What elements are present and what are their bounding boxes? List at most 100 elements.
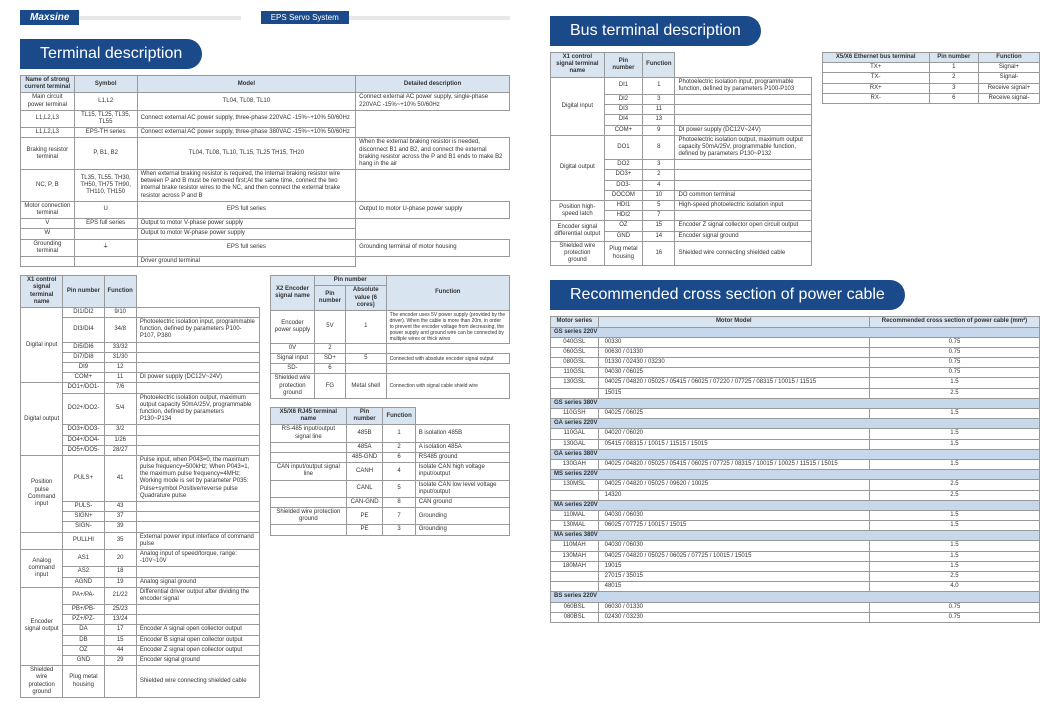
cell: High-speed photoelectric isolation input <box>675 201 811 211</box>
cell: Isolate CAN low level voltage input/outp… <box>415 480 509 497</box>
cell: Output to motor V-phase power supply <box>137 219 356 229</box>
cell: 1 <box>345 310 386 343</box>
cell: 130GAL <box>551 439 599 449</box>
cell: Connected with absolute encoder signal o… <box>386 354 509 364</box>
cell: HDI1 <box>604 201 642 211</box>
group-cell: Analog command input <box>21 549 63 587</box>
cell: 25/23 <box>104 605 136 615</box>
cell: 485A <box>346 442 383 452</box>
cell: 2 <box>929 73 978 83</box>
cell: 110MAL <box>551 510 599 520</box>
group-header: GA series 380V <box>551 449 1040 459</box>
cell: 33/32 <box>104 342 136 352</box>
cell: DI4 <box>604 115 642 125</box>
cell <box>271 452 347 462</box>
cell: DA <box>63 625 104 635</box>
group-cell: Shielded wire protection ground <box>551 241 605 266</box>
cell: PB+/PB- <box>63 605 104 615</box>
cell: 37 <box>104 512 136 522</box>
cell <box>551 582 599 592</box>
cell: Pulse input, when P043=0, the maximum pu… <box>136 455 259 501</box>
cell: DO3+/DO3- <box>63 425 104 435</box>
cell: 21/22 <box>104 587 136 604</box>
cell <box>271 497 347 507</box>
cell: OZ <box>63 645 104 655</box>
cell: 00630 / 01330 <box>598 347 869 357</box>
group-header: GA series 220V <box>551 419 1040 429</box>
cell: 7 <box>383 508 415 525</box>
group-header: GS series 220V <box>551 327 1040 337</box>
cell <box>136 605 259 615</box>
cell: Signal+ <box>978 63 1039 73</box>
cell: 06025 / 07725 / 10015 / 15015 <box>598 521 869 531</box>
cell: 0.75 <box>869 337 1039 347</box>
cell: 13 <box>643 115 675 125</box>
cell: 3 <box>643 160 675 170</box>
cell: Photoelectric isolation input, programma… <box>136 318 259 343</box>
cell: DI power supply (DC12V~24V) <box>675 125 811 135</box>
cell: Isolate CAN high voltage input/output <box>415 463 509 480</box>
cell: 28/27 <box>104 445 136 455</box>
cell: 31/30 <box>104 352 136 362</box>
group-cell: Digital input <box>21 307 63 383</box>
cell: OZ <box>604 221 642 231</box>
cell: 2.5 <box>869 572 1039 582</box>
strip <box>79 16 240 20</box>
cell: CAN input/output signal line <box>271 463 347 480</box>
cell: TX+ <box>822 63 929 73</box>
cell <box>345 343 386 353</box>
cell: PULLHI <box>63 532 104 549</box>
cell <box>675 160 811 170</box>
cell: 10 <box>643 190 675 200</box>
th: Function <box>383 408 415 425</box>
cell: DO common terminal <box>675 190 811 200</box>
cell: DI5/DI6 <box>63 342 104 352</box>
cell: Braking resistor terminal <box>21 138 75 170</box>
cell: 18 <box>104 567 136 577</box>
cell: Photoelectric isolation output, maximum … <box>675 135 811 160</box>
x5x6-ethernet-table: X5/X6 Ethernet bus terminalPin numberFun… <box>822 52 1040 104</box>
cell: RX- <box>822 93 929 103</box>
cell: PULS- <box>63 502 104 512</box>
cell: Encoder A signal open collector output <box>136 625 259 635</box>
cell: SIGN- <box>63 522 104 532</box>
cell: 7 <box>643 211 675 221</box>
cell: 110GSL <box>551 368 599 378</box>
cell: The encoder uses 5V power supply (provid… <box>386 310 509 343</box>
cell <box>271 525 347 535</box>
cell: L1,L2,L3 <box>21 110 75 127</box>
cell: DI2 <box>604 94 642 104</box>
cell: Encoder B signal open collector output <box>136 635 259 645</box>
cell: Plug metal housing <box>63 666 104 698</box>
cell: Grounding terminal <box>21 239 75 256</box>
cell: 02430 / 03230 <box>598 612 869 622</box>
group-header: GS series 380V <box>551 398 1040 408</box>
cell: 00330 <box>598 337 869 347</box>
cell: W <box>21 229 75 239</box>
cell <box>136 502 259 512</box>
th: X5/X6 Ethernet bus terminal <box>822 53 929 63</box>
cell: DOCOM <box>604 190 642 200</box>
cell: 4 <box>643 180 675 190</box>
th: Pin number <box>63 276 104 308</box>
cell: HDI2 <box>604 211 642 221</box>
cell: 9 <box>643 125 675 135</box>
cell: 1/26 <box>104 435 136 445</box>
cell: TL15, TL25, TL35, TL55 <box>74 110 137 127</box>
cell: 0V <box>271 343 315 353</box>
cell: DO1 <box>604 135 642 160</box>
cell: AGND <box>63 577 104 587</box>
x1-control-table-b: X1 control signal terminal namePin numbe… <box>550 52 812 266</box>
cell: Photoelectric isolation output, maximum … <box>136 393 259 425</box>
cell: DO1+/DO1- <box>63 383 104 393</box>
cell <box>136 567 259 577</box>
cell: 34/8 <box>104 318 136 343</box>
cell: Shielded wire connecting shielded cable <box>675 241 811 266</box>
section-terminal: Terminal description <box>20 39 202 69</box>
cell: DO4+/DO4- <box>63 435 104 445</box>
cell: 2 <box>643 170 675 180</box>
cell: Grounding <box>415 508 509 525</box>
cell: 16 <box>643 241 675 266</box>
cell: TL04, TL08, TL10 <box>137 93 356 110</box>
cell: Receive signal+ <box>978 83 1039 93</box>
